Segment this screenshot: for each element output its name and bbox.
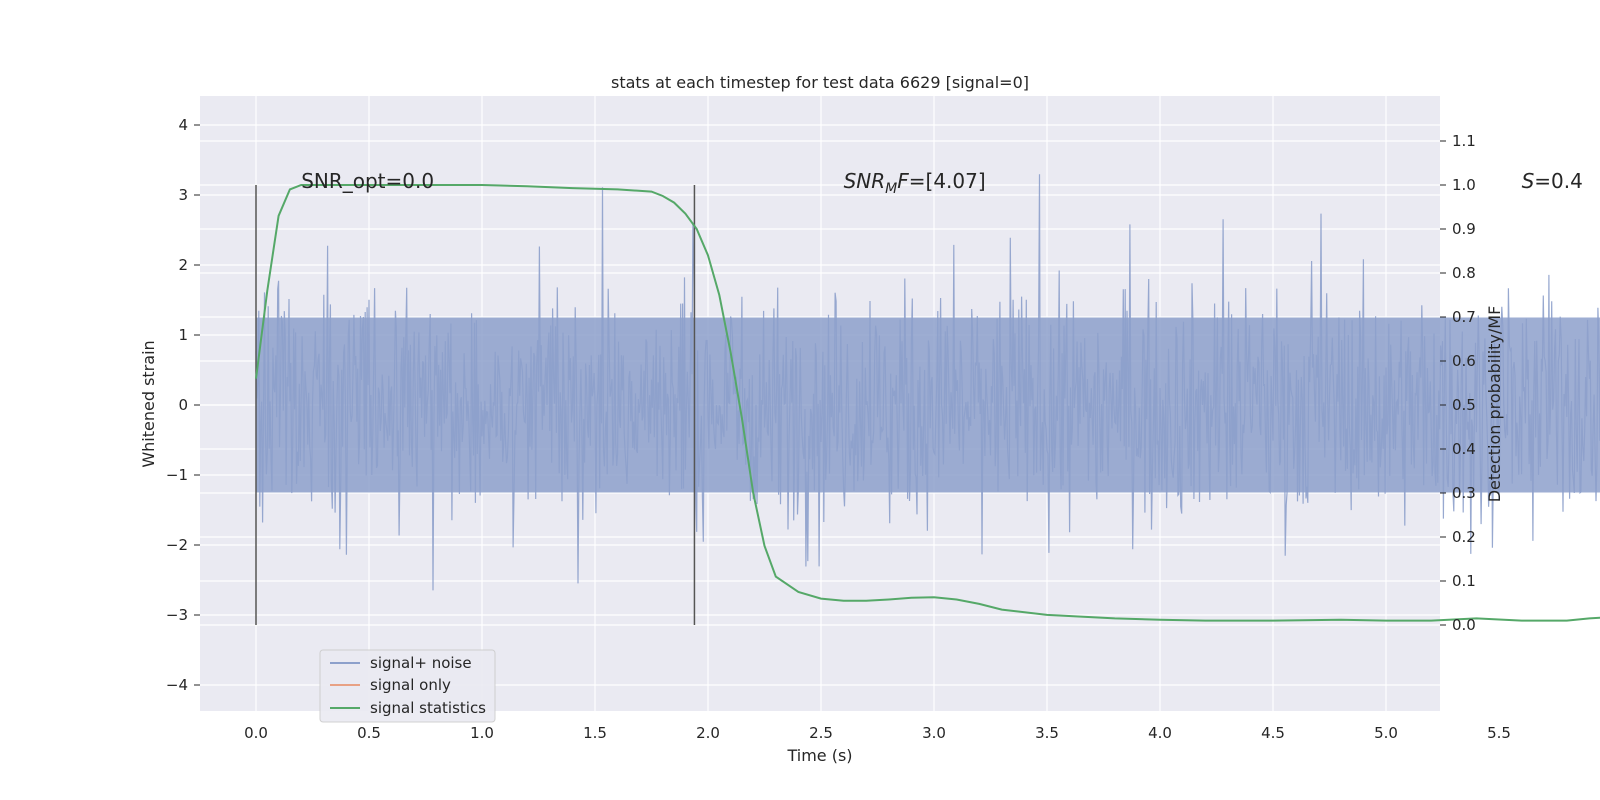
y2-tick-label: 0.5 xyxy=(1452,396,1476,414)
legend-label-signal: signal only xyxy=(370,676,451,694)
y-tick-label: 2 xyxy=(178,256,188,274)
vertical-markers xyxy=(255,185,696,625)
legend-label-noise: signal+ noise xyxy=(370,654,472,672)
y2-tick-label: 0.0 xyxy=(1452,616,1476,634)
y2-tick-label: 0.7 xyxy=(1452,308,1476,326)
y-tick-label: 0 xyxy=(178,396,188,414)
legend-box xyxy=(319,649,496,723)
y2-tick-label: 0.8 xyxy=(1452,264,1476,282)
noise-core-band xyxy=(256,317,1600,493)
y2-tick-label: 0.3 xyxy=(1452,484,1476,502)
annotation-1: SNRMF=[4.07] xyxy=(844,169,986,197)
x-tick-label: 3.0 xyxy=(922,724,946,742)
y2-tick-label: 0.9 xyxy=(1452,220,1476,238)
annotation-suffix: =[4.07] xyxy=(909,169,986,193)
annotation-base: S xyxy=(1522,169,1535,193)
y-tick-label: −3 xyxy=(166,606,188,624)
x-tick-labels: 0.00.51.01.52.02.53.03.54.04.55.05.56.06… xyxy=(244,724,1511,742)
x-tick-label: 1.0 xyxy=(470,724,494,742)
legend: signal+ noise signal only signal statist… xyxy=(319,649,496,723)
y-tick-labels: 4 3 2 1 0 −1 −2 −3 −4 xyxy=(166,116,200,694)
x-tick-label: 5.0 xyxy=(1374,724,1398,742)
annotation-suffix-italic: F xyxy=(897,169,909,193)
y2-tick-label: 0.2 xyxy=(1452,528,1476,546)
series-signal-plus-noise xyxy=(255,174,1600,591)
x-tick-label: 4.0 xyxy=(1148,724,1172,742)
y-tick-label: 1 xyxy=(178,326,188,344)
y2-tick-label: 0.1 xyxy=(1452,572,1476,590)
x-tick-label: 2.0 xyxy=(696,724,720,742)
y2-tick-label: 0.6 xyxy=(1452,352,1476,370)
y-tick-label: −2 xyxy=(166,536,188,554)
legend-label-stats: signal statistics xyxy=(370,699,486,717)
y-tick-label: 4 xyxy=(178,116,188,134)
y2-tick-labels: 1.1 1.0 0.9 0.8 0.7 0.6 0.5 0.4 0.3 0.2 0.1 0.0 xyxy=(1440,132,1476,634)
annotation-2: S=0.4 xyxy=(1522,169,1583,193)
chart-title: stats at each timestep for test data 662… xyxy=(611,73,1029,92)
y-tick-label: −1 xyxy=(166,466,188,484)
x-tick-label: 1.5 xyxy=(583,724,607,742)
x-axis-label: Time (s) xyxy=(786,746,852,765)
x-tick-label: 4.5 xyxy=(1261,724,1285,742)
x-tick-label: 0.5 xyxy=(357,724,381,742)
x-tick-label: 2.5 xyxy=(809,724,833,742)
x-tick-label: 5.5 xyxy=(1487,724,1511,742)
y2-tick-label: 1.1 xyxy=(1452,132,1476,150)
annotation-0: SNR_opt=0.0 xyxy=(301,169,434,193)
stats-line xyxy=(255,184,1600,622)
y-tick-label: −4 xyxy=(166,676,188,694)
annotation-subscript: M xyxy=(885,181,897,197)
series-signal-statistics xyxy=(255,184,1600,622)
annotation-suffix: =0.4 xyxy=(1534,169,1583,193)
x-tick-label: 3.5 xyxy=(1035,724,1059,742)
y2-tick-label: 0.4 xyxy=(1452,440,1476,458)
x-tick-label: 0.0 xyxy=(244,724,268,742)
y-tick-label: 3 xyxy=(178,186,188,204)
y2-tick-label: 1.0 xyxy=(1452,176,1476,194)
y-axis-label: Whitened strain xyxy=(139,340,158,467)
annotation-base: SNR xyxy=(844,169,886,193)
y2-axis-label: Detection probability/MF xyxy=(1485,306,1504,503)
